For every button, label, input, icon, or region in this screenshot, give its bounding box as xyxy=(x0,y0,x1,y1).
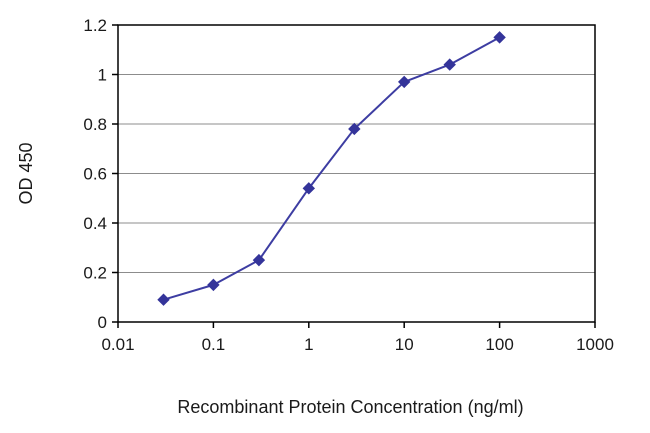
x-tick-label: 10 xyxy=(395,335,414,354)
data-point-marker xyxy=(493,31,506,44)
data-point-marker xyxy=(207,278,220,292)
y-tick-label: 1.2 xyxy=(83,16,107,35)
y-tick-label: 0 xyxy=(98,313,107,332)
data-point-marker xyxy=(157,293,170,306)
x-tick-label: 1 xyxy=(304,335,313,354)
y-tick-label: 1 xyxy=(98,66,107,85)
series-line xyxy=(163,36,501,301)
x-tick-label: 0.1 xyxy=(202,335,226,354)
data-point-marker xyxy=(302,182,316,195)
x-tick-label: 100 xyxy=(485,335,513,354)
data-point-marker xyxy=(397,75,411,89)
data-point-marker xyxy=(252,253,266,267)
x-tick-label: 1000 xyxy=(576,335,614,354)
x-tick-label: 0.01 xyxy=(101,335,134,354)
data-point-marker xyxy=(443,58,456,71)
y-tick-label: 0.4 xyxy=(83,214,107,233)
y-tick-label: 0.2 xyxy=(83,264,107,283)
x-axis-label: Recombinant Protein Concentration (ng/ml… xyxy=(177,397,523,417)
y-tick-label: 0.8 xyxy=(83,115,107,134)
data-point-marker xyxy=(348,122,361,136)
y-axis-label: OD 450 xyxy=(16,142,36,204)
y-tick-label: 0.6 xyxy=(83,165,107,184)
